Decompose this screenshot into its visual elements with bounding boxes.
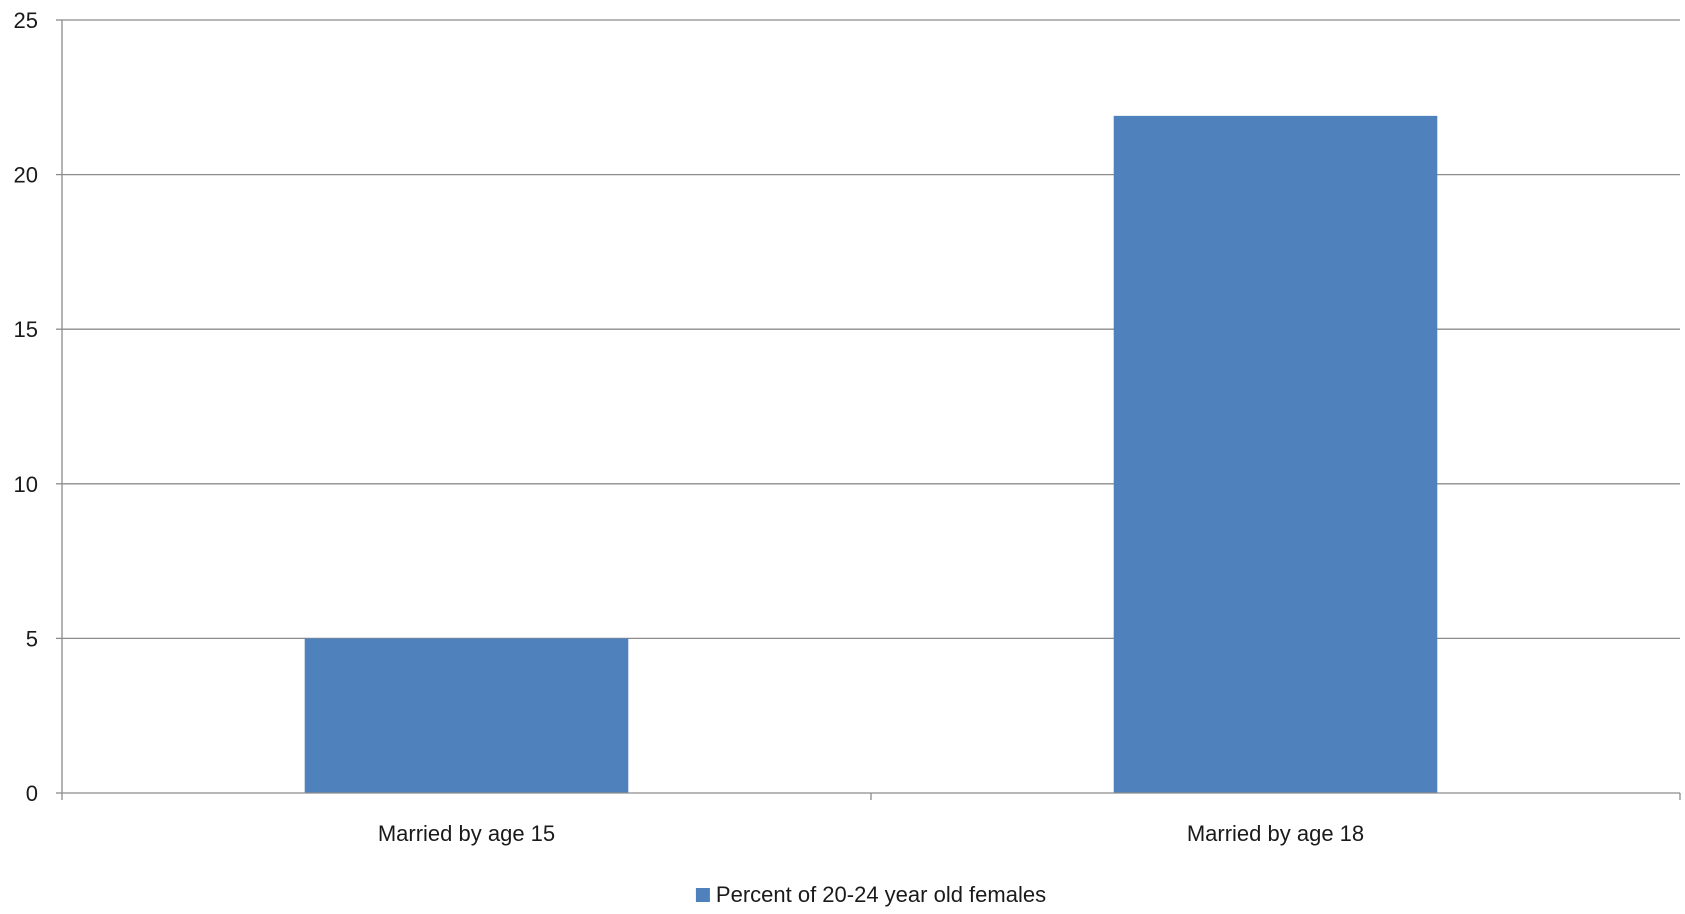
legend-label: Percent of 20-24 year old females — [716, 882, 1046, 907]
y-tick-labels: 0 5 10 15 20 25 — [14, 8, 38, 806]
x-tick-labels: Married by age 15 Married by age 18 — [378, 821, 1364, 846]
y-tick-label: 20 — [14, 163, 38, 188]
y-tick-label: 5 — [26, 626, 38, 651]
bars — [304, 115, 1438, 794]
y-tick-label: 25 — [14, 8, 38, 33]
y-tick-label: 10 — [14, 472, 38, 497]
y-tick-label: 15 — [14, 317, 38, 342]
x-tick-label: Married by age 15 — [378, 821, 555, 846]
y-tick-label: 0 — [26, 781, 38, 806]
legend-swatch — [695, 888, 710, 902]
bar — [1113, 115, 1438, 794]
x-tick-label: Married by age 18 — [1187, 821, 1364, 846]
gridlines — [62, 19, 1680, 640]
bar — [304, 638, 629, 793]
legend: Percent of 20-24 year old females — [695, 882, 1046, 907]
axes — [56, 19, 1681, 800]
